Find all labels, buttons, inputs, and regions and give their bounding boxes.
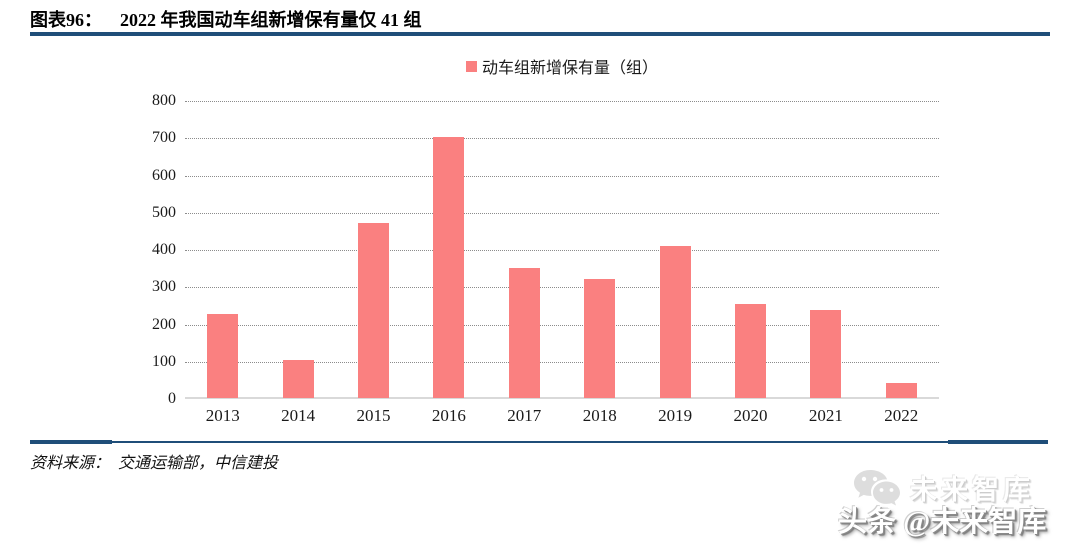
watermark: 未来智库 头条 @未来智库 <box>838 464 1068 542</box>
legend-label: 动车组新增保有量（组） <box>481 60 658 77</box>
y-tick-label: 700 <box>152 129 176 147</box>
gridline <box>185 361 939 363</box>
bar-2021 <box>810 310 842 398</box>
y-tick-label: 500 <box>152 203 176 221</box>
x-tick-label-2014: 2014 <box>281 406 316 425</box>
x-tick-label-2013: 2013 <box>205 406 240 425</box>
x-tick-label-2020: 2020 <box>733 406 768 425</box>
title-divider-rule <box>30 32 1050 36</box>
x-tick-label-2018: 2018 <box>582 406 617 425</box>
y-tick-label: 800 <box>152 92 176 109</box>
bar-2013 <box>207 314 239 398</box>
x-tick-label-2021: 2021 <box>808 406 843 425</box>
source-line: 资料来源： 交通运输部，中信建投 <box>30 449 278 473</box>
footer-divider-rule <box>30 441 1048 443</box>
footer-divider-thick-left <box>30 440 112 444</box>
y-tick-label: 400 <box>152 241 176 258</box>
y-tick-label: 600 <box>152 166 176 184</box>
bar-2016 <box>433 137 465 398</box>
x-axis-baseline <box>185 397 939 399</box>
y-tick-label: 300 <box>152 278 176 296</box>
gridline <box>185 287 939 289</box>
gridline <box>185 175 939 177</box>
bar-2022 <box>885 382 917 398</box>
bar-2018 <box>584 278 616 398</box>
wechat-chat-bubbles-icon <box>854 470 900 506</box>
source-text: 交通运输部，中信建投 <box>118 455 279 472</box>
bar-2014 <box>282 360 314 398</box>
x-tick-label-2022: 2022 <box>884 406 919 425</box>
x-tick-label-2019: 2019 <box>658 406 693 425</box>
gridline <box>185 101 939 102</box>
figure-title: 2022 年我国动车组新增保有量仅 41 组 <box>120 10 422 30</box>
gridline <box>185 212 939 214</box>
plot-area: 0 100 200 300 400 500 600 700 800 2013 2014 2015 201… <box>152 93 939 425</box>
y-tick-label: 200 <box>152 315 176 333</box>
gridline <box>185 324 939 326</box>
chart-legend: 动车组新增保有量（组） <box>185 54 939 78</box>
watermark-ghost-text: 未来智库 <box>910 475 1034 505</box>
gridline <box>185 138 939 140</box>
x-tick-label-2015: 2015 <box>356 406 391 425</box>
bar-2017 <box>508 268 540 398</box>
source-prefix: 资料来源： <box>30 455 111 472</box>
gridline <box>185 250 939 251</box>
x-tick-label-2017: 2017 <box>507 406 542 425</box>
figure-header: 图表96： 2022 年我国动车组新增保有量仅 41 组 <box>30 6 422 32</box>
watermark-main-text: 头条 @未来智库 <box>838 506 1047 538</box>
bar-2019 <box>659 246 691 398</box>
y-tick-label: 100 <box>152 352 176 370</box>
bar-2015 <box>358 222 389 398</box>
bar-2020 <box>735 303 766 398</box>
footer-divider-thick-right <box>948 440 1048 444</box>
y-tick-label: 0 <box>168 390 176 407</box>
x-tick-label-2016: 2016 <box>431 406 466 425</box>
figure-number-label: 图表96： <box>30 10 102 30</box>
legend-swatch <box>465 60 477 72</box>
